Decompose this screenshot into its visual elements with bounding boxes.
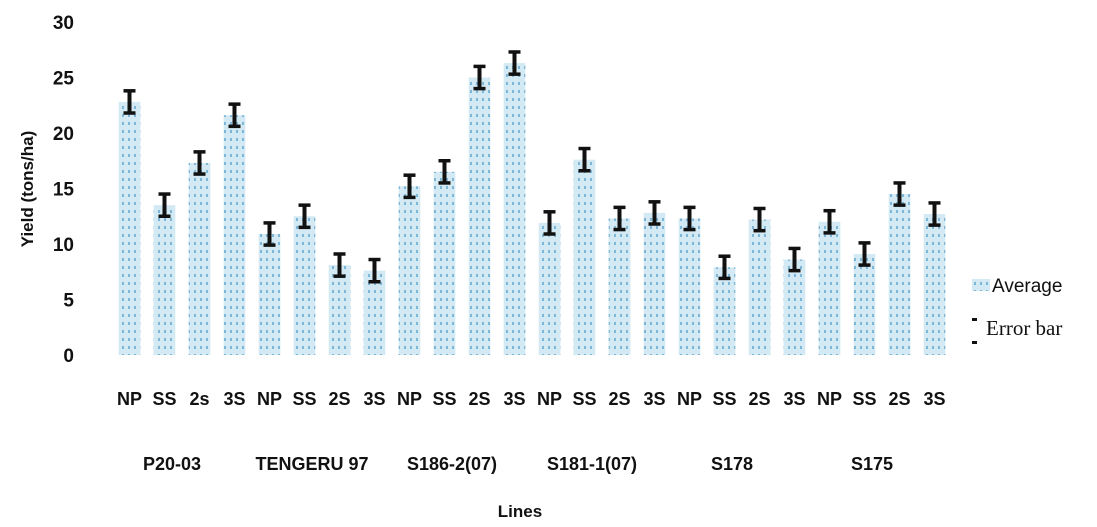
- bar: [503, 63, 526, 355]
- bar: [818, 221, 841, 355]
- y-tick-label: 10: [53, 235, 74, 256]
- bar: [678, 218, 701, 355]
- bar: [153, 205, 176, 355]
- error-bar: [193, 150, 206, 176]
- x-axis-title: Lines: [498, 502, 542, 521]
- error-bar: [788, 246, 801, 273]
- error-bar: [508, 50, 521, 76]
- x-group-label: S175: [851, 454, 893, 474]
- y-tick-label: 5: [63, 291, 74, 312]
- error-bar: [648, 200, 661, 226]
- y-tick-label: 30: [53, 13, 74, 34]
- error-bar: [858, 241, 871, 267]
- error-bar: [263, 221, 276, 247]
- y-tick-label: 15: [53, 180, 75, 201]
- error-bar: [893, 181, 906, 207]
- x-category-label: NP: [117, 389, 142, 409]
- x-category-label: SS: [852, 389, 876, 409]
- bar: [433, 171, 456, 355]
- x-group-labels: P20-03 TENGERU 97 S186-2(07) S181-1(07) S178…: [143, 454, 893, 474]
- x-group-label: S186-2(07): [407, 454, 497, 474]
- x-category-label: 2S: [608, 389, 630, 409]
- x-category-label: NP: [397, 389, 422, 409]
- x-category-label: 2S: [328, 389, 350, 409]
- error-bar: [333, 252, 346, 278]
- bars: [118, 63, 946, 356]
- legend-swatch-error-bar: [972, 318, 977, 321]
- error-bar: [928, 201, 941, 227]
- x-category-label: 2S: [748, 389, 770, 409]
- legend-label-error-bar: Error bar: [986, 316, 1062, 340]
- bar: [783, 259, 806, 355]
- bar: [188, 162, 211, 355]
- bar: [853, 253, 876, 355]
- x-category-label: SS: [572, 389, 596, 409]
- x-category-label: 3S: [783, 389, 805, 409]
- bar: [258, 234, 281, 355]
- x-group-label: TENGERU 97: [255, 454, 368, 474]
- error-bar: [123, 89, 136, 115]
- bar: [398, 186, 421, 355]
- legend-label-average: Average: [992, 276, 1062, 297]
- x-category-label: NP: [817, 389, 842, 409]
- error-bar: [683, 205, 696, 232]
- x-category-label: 2S: [468, 389, 490, 409]
- x-group-label: P20-03: [143, 454, 201, 474]
- legend-swatch-average: [972, 279, 990, 291]
- x-category-labels: NP SS 2s 3S NP SS 2S 3S NP SS 2S 3S NP SS 2S 3S NP SS 2S 3S…: [117, 389, 946, 409]
- x-category-label: NP: [257, 389, 282, 409]
- x-category-label: 2S: [888, 389, 910, 409]
- y-tick-label: 20: [53, 124, 74, 145]
- x-category-label: NP: [537, 389, 562, 409]
- error-bar: [368, 257, 381, 284]
- y-axis: 0 5 10 15 20 25 30: [53, 13, 75, 367]
- error-bar: [158, 192, 171, 218]
- x-category-label: 3S: [643, 389, 665, 409]
- bar: [328, 265, 351, 355]
- bar: [468, 77, 491, 355]
- x-category-label: 3S: [363, 389, 385, 409]
- y-tick-label: 0: [63, 346, 74, 367]
- error-bar: [613, 205, 626, 232]
- x-category-label: SS: [152, 389, 176, 409]
- legend-swatch-error-bar-lower: [972, 341, 977, 344]
- error-bar: [298, 203, 311, 230]
- bar: [748, 219, 771, 355]
- x-category-label: SS: [432, 389, 456, 409]
- bar: [223, 115, 246, 356]
- x-group-label: S181-1(07): [547, 454, 637, 474]
- bar: [713, 267, 736, 355]
- x-category-label: 3S: [923, 389, 945, 409]
- error-bar: [403, 173, 416, 200]
- legend: Average Error bar: [972, 276, 1062, 344]
- bar: [363, 270, 386, 355]
- error-bar: [228, 102, 241, 129]
- x-group-label: S178: [711, 454, 753, 474]
- x-category-label: 3S: [223, 389, 245, 409]
- error-bar: [438, 159, 451, 185]
- y-axis-title: Yield (tons/ha): [18, 131, 37, 248]
- error-bar: [753, 206, 766, 233]
- bar: [888, 194, 911, 355]
- x-category-label: SS: [712, 389, 736, 409]
- error-bars: [123, 50, 941, 284]
- x-category-label: NP: [677, 389, 702, 409]
- bar: [643, 212, 666, 355]
- error-bar: [473, 64, 486, 91]
- bar: [118, 101, 141, 355]
- x-category-label: 2s: [189, 389, 209, 409]
- error-bar: [578, 146, 591, 173]
- x-category-label: 3S: [503, 389, 525, 409]
- error-bar: [543, 210, 556, 236]
- error-bar: [823, 208, 836, 235]
- bar: [293, 216, 316, 355]
- y-tick-label: 25: [53, 69, 75, 90]
- bar: [573, 159, 596, 355]
- error-bar: [718, 254, 731, 281]
- x-category-label: SS: [292, 389, 316, 409]
- bar: [923, 214, 946, 355]
- bar: [538, 222, 561, 355]
- bar: [608, 218, 631, 355]
